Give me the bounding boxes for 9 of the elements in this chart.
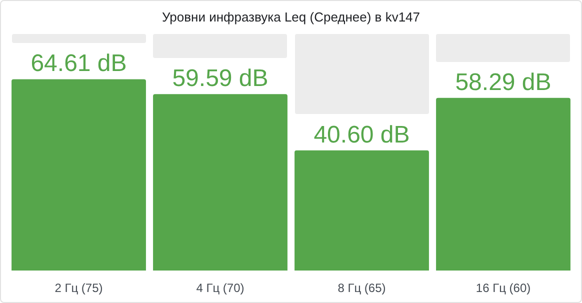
x-tick-label: 16 Гц (60) xyxy=(476,281,531,296)
x-tick-label: 4 Гц (70) xyxy=(196,281,244,296)
chart-title: Уровни инфразвука Leq (Среднее) в kv147 xyxy=(162,9,420,24)
data-label: 58.29 dB xyxy=(455,68,552,96)
x-tick-label: 2 Гц (75) xyxy=(54,281,103,296)
x-tick-label: 8 Гц (65) xyxy=(338,281,386,296)
data-label: 59.59 dB xyxy=(172,65,268,92)
data-label: 64.61 dB xyxy=(30,50,127,78)
data-label: 40.60 dB xyxy=(314,121,410,148)
